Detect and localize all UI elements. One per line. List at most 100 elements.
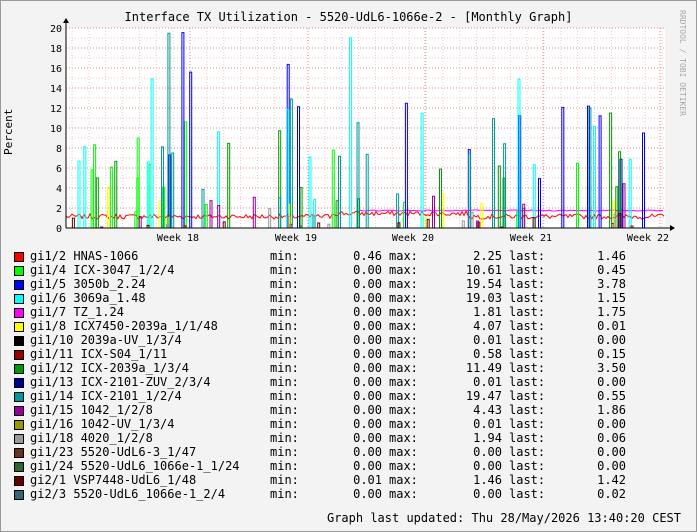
max-label: max: (389, 445, 418, 459)
max-value: 11.49 (465, 361, 502, 375)
legend-swatch (14, 350, 24, 360)
max-value: 4.43 (473, 403, 502, 417)
last-value: 0.00 (597, 445, 626, 459)
min-label: min: (270, 417, 299, 431)
series-line (161, 32, 592, 228)
last-value: 0.00 (597, 333, 626, 347)
y-tick-label: 2 (56, 204, 62, 215)
last-label: last: (509, 291, 546, 305)
last-label: last: (509, 277, 546, 291)
min-label: min: (270, 347, 299, 361)
min-value: 0.00 (353, 277, 382, 291)
min-label: min: (270, 431, 299, 445)
series-line (71, 212, 622, 228)
min-value: 0.00 (353, 389, 382, 403)
max-label: max: (389, 305, 418, 319)
y-axis-arrow (63, 18, 69, 23)
legend-swatch (14, 266, 24, 276)
max-value: 1.94 (473, 431, 502, 445)
last-value: 0.00 (597, 417, 626, 431)
series-line (77, 37, 632, 228)
max-label: max: (389, 487, 418, 501)
max-value: 0.01 (473, 375, 502, 389)
last-updated-text: Graph last updated: Thu 28/May/2026 13:4… (326, 511, 681, 525)
y-tick-label: 16 (50, 64, 62, 75)
last-value: 0.55 (597, 389, 626, 403)
max-value: 0.58 (473, 347, 502, 361)
last-value: 1.15 (597, 291, 626, 305)
y-tick-label: 14 (50, 84, 62, 95)
last-label: last: (509, 319, 546, 333)
series-line (166, 208, 617, 228)
min-value: 0.00 (353, 459, 382, 473)
min-value: 0.00 (353, 263, 382, 277)
max-label: max: (389, 403, 418, 417)
last-label: last: (509, 347, 546, 361)
min-value: 0.00 (353, 445, 382, 459)
last-value: 0.15 (597, 347, 626, 361)
min-value: 0.00 (353, 291, 382, 305)
y-tick-label: 12 (50, 104, 62, 115)
last-label: last: (509, 263, 546, 277)
min-value: 0.00 (353, 417, 382, 431)
legend-swatch (14, 364, 24, 374)
min-label: min: (270, 263, 299, 277)
last-value: 0.00 (597, 375, 626, 389)
x-tick-label: Week 20 (392, 233, 434, 244)
x-axis-arrow (670, 225, 675, 231)
min-value: 0.00 (353, 361, 382, 375)
legend-swatch (14, 294, 24, 304)
min-value: 0.00 (353, 319, 382, 333)
legend-label: gi1/10 2039a-UV_1/3/4 (30, 333, 182, 347)
y-tick-label: 20 (50, 24, 62, 35)
max-label: max: (389, 459, 418, 473)
min-label: min: (270, 277, 299, 291)
y-tick-label: 0 (56, 224, 62, 235)
last-value: 0.02 (597, 487, 626, 501)
max-label: max: (389, 291, 418, 305)
legend-swatch (14, 336, 24, 346)
legend-swatch (14, 322, 24, 332)
legend-label: gi1/7 TZ_1.24 (30, 305, 124, 319)
last-label: last: (509, 445, 546, 459)
max-label: max: (389, 277, 418, 291)
y-tick-label: 18 (50, 44, 62, 55)
min-label: min: (270, 333, 299, 347)
last-label: last: (509, 403, 546, 417)
min-value: 0.01 (353, 473, 382, 487)
max-label: max: (389, 389, 418, 403)
legend-swatch (14, 280, 24, 290)
max-value: 19.47 (465, 389, 502, 403)
max-value: 1.81 (473, 305, 502, 319)
last-value: 0.00 (597, 459, 626, 473)
max-value: 10.61 (465, 263, 502, 277)
legend-label: gi1/11 ICX-S04_1/11 (30, 347, 168, 361)
min-label: min: (270, 487, 299, 501)
legend-label: gi1/2 HNAS-1066 (30, 249, 139, 263)
legend-label: gi1/6 3069a_1.48 (30, 291, 146, 305)
min-value: 0.00 (353, 431, 382, 445)
min-value: 0.00 (353, 333, 382, 347)
last-value: 1.75 (597, 305, 626, 319)
legend-label: gi1/23 5520-UdL6-3_1/47 (30, 445, 197, 459)
last-value: 0.01 (597, 319, 626, 333)
min-label: min: (270, 445, 299, 459)
series-line (95, 112, 622, 228)
last-label: last: (509, 375, 546, 389)
last-label: last: (509, 473, 546, 487)
last-label: last: (509, 487, 546, 501)
legend-label: gi1/15 1042_1/2/8 (30, 403, 153, 417)
x-tick-label: Week 19 (275, 233, 317, 244)
legend-swatch (14, 308, 24, 318)
min-value: 0.00 (353, 347, 382, 361)
legend-swatch (14, 434, 24, 444)
max-value: 0.01 (473, 417, 502, 431)
last-value: 1.86 (597, 403, 626, 417)
max-value: 0.00 (473, 445, 502, 459)
max-label: max: (389, 431, 418, 445)
legend-label: gi1/5 3050b_2.24 (30, 277, 146, 291)
min-label: min: (270, 459, 299, 473)
last-label: last: (509, 333, 546, 347)
legend-label: gi1/18 4020_1/2/8 (30, 431, 153, 445)
legend-label: gi1/12 ICX-2039a_1/3/4 (30, 361, 189, 375)
